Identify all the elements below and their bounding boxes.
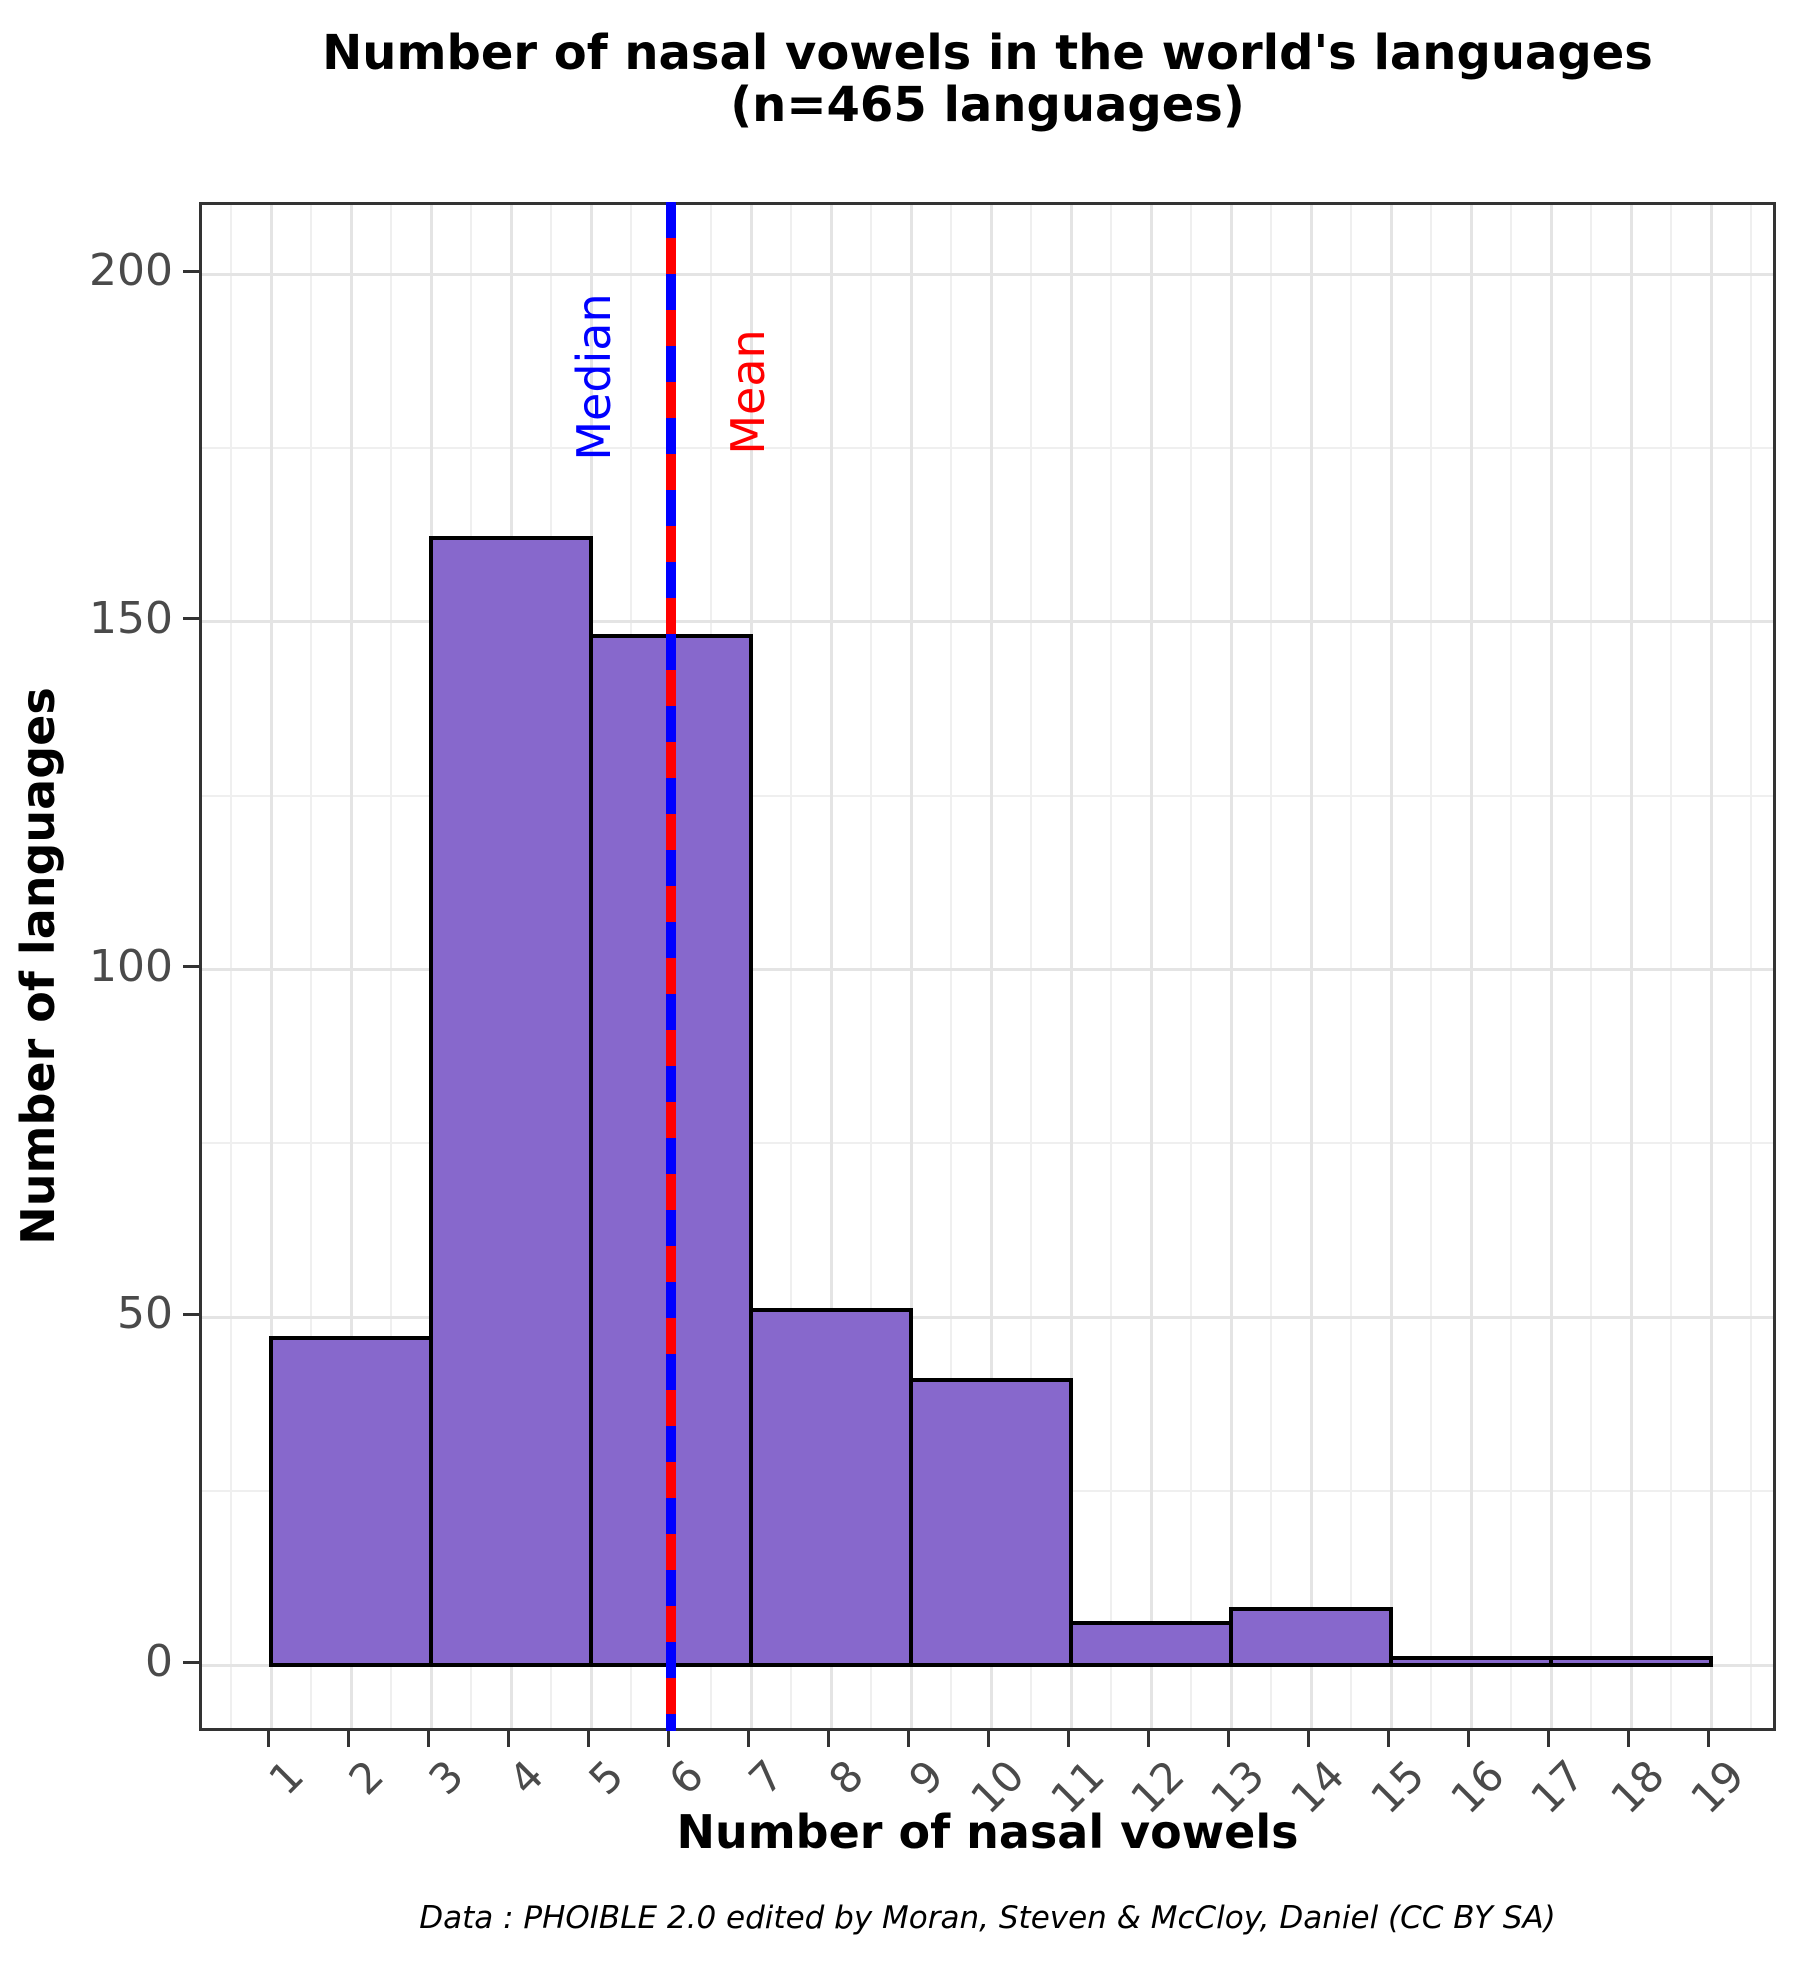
x-tick-mark xyxy=(346,1731,350,1747)
y-tick-label: 150 xyxy=(89,592,173,644)
x-tick-mark xyxy=(586,1731,590,1747)
grid-major-v xyxy=(1149,205,1153,1728)
y-tick-label: 200 xyxy=(89,245,173,296)
grid-minor-v xyxy=(1110,205,1112,1728)
x-tick-label: 9 xyxy=(899,1750,954,1805)
grid-major-v xyxy=(1709,205,1713,1728)
grid-major-h xyxy=(202,272,1773,276)
histogram-bar xyxy=(1389,1656,1553,1667)
x-tick-label: 4 xyxy=(499,1750,554,1805)
x-tick-mark xyxy=(746,1731,750,1747)
x-tick-label: 2 xyxy=(339,1750,394,1805)
x-axis-title: Number of nasal vowels xyxy=(676,1805,1299,1859)
x-tick-label: 7 xyxy=(739,1750,794,1805)
y-tick-label: 50 xyxy=(117,1288,173,1340)
grid-minor-h xyxy=(202,794,1773,797)
histogram-bar xyxy=(909,1377,1073,1667)
grid-major-h xyxy=(202,968,1773,971)
grid-minor-v xyxy=(1750,205,1752,1728)
y-tick-label: 100 xyxy=(89,940,173,992)
y-tick-mark xyxy=(183,1660,199,1664)
x-tick-label: 8 xyxy=(819,1750,874,1805)
grid-major-v xyxy=(1389,205,1393,1728)
histogram-bar xyxy=(1549,1656,1713,1667)
x-tick-mark xyxy=(1466,1731,1470,1747)
grid-minor-v xyxy=(1270,205,1272,1728)
y-tick-mark xyxy=(183,617,199,621)
grid-major-v xyxy=(1229,205,1233,1728)
y-tick-mark xyxy=(183,965,199,968)
x-tick-mark xyxy=(506,1731,510,1747)
y-axis-title: Number of languages xyxy=(11,687,65,1245)
grid-minor-h xyxy=(202,446,1773,449)
grid-minor-v xyxy=(790,205,792,1728)
grid-minor-v xyxy=(1670,205,1672,1728)
grid-major-v xyxy=(989,205,993,1728)
histogram-bar xyxy=(1229,1607,1393,1667)
x-tick-mark xyxy=(666,1731,670,1747)
x-tick-label: 3 xyxy=(419,1750,474,1805)
grid-major-v xyxy=(1629,205,1633,1728)
median-label: Median xyxy=(567,293,621,461)
grid-major-v xyxy=(829,205,833,1728)
x-tick-mark xyxy=(906,1731,910,1747)
x-tick-label: 5 xyxy=(579,1750,634,1805)
x-tick-mark xyxy=(1626,1731,1630,1747)
caption: Data : PHOIBLE 2.0 edited by Moran, Stev… xyxy=(419,1900,1556,1936)
grid-minor-v xyxy=(230,205,232,1728)
plot-panel xyxy=(199,202,1776,1731)
x-tick-label: 1 xyxy=(259,1750,314,1805)
grid-major-v xyxy=(1069,205,1073,1728)
median-mean-line xyxy=(666,202,676,1731)
x-tick-mark xyxy=(1306,1731,1310,1747)
histogram-bar xyxy=(1069,1621,1233,1667)
mean-label: Mean xyxy=(721,329,775,455)
grid-major-h xyxy=(202,620,1773,624)
x-tick-mark xyxy=(1706,1731,1710,1747)
grid-minor-v xyxy=(1030,205,1032,1728)
grid-major-v xyxy=(1309,205,1313,1728)
grid-major-v xyxy=(909,205,913,1728)
x-tick-mark xyxy=(426,1731,430,1747)
grid-major-v xyxy=(1549,205,1553,1728)
grid-major-v xyxy=(1469,205,1473,1728)
x-tick-mark xyxy=(266,1731,270,1747)
x-tick-mark xyxy=(1226,1731,1230,1747)
x-tick-mark xyxy=(1146,1731,1150,1747)
x-tick-mark xyxy=(986,1731,990,1747)
histogram-bar xyxy=(269,1336,433,1667)
histogram-bar xyxy=(429,536,593,1667)
grid-minor-v xyxy=(1430,205,1432,1728)
grid-major-v xyxy=(349,205,353,1728)
x-tick-mark xyxy=(1546,1731,1550,1747)
x-tick-mark xyxy=(1386,1731,1390,1747)
grid-minor-h xyxy=(202,1142,1773,1145)
grid-major-v xyxy=(269,205,273,1728)
grid-minor-v xyxy=(950,205,952,1728)
chart-subtitle: (n=465 languages) xyxy=(730,77,1245,133)
chart-title: Number of nasal vowels in the world's la… xyxy=(322,25,1653,81)
grid-major-h xyxy=(202,1315,1773,1319)
grid-minor-v xyxy=(1510,205,1512,1728)
x-tick-label: 6 xyxy=(659,1750,714,1805)
histogram-bar xyxy=(749,1308,913,1667)
x-tick-mark xyxy=(826,1731,830,1747)
grid-minor-v xyxy=(1590,205,1592,1728)
y-tick-label: 0 xyxy=(145,1636,173,1687)
grid-minor-v xyxy=(1190,205,1192,1728)
x-tick-mark xyxy=(1066,1731,1070,1747)
grid-minor-v xyxy=(870,205,872,1728)
grid-minor-v xyxy=(310,205,312,1728)
y-tick-mark xyxy=(183,269,199,273)
y-tick-mark xyxy=(183,1312,199,1316)
grid-minor-v xyxy=(390,205,392,1728)
grid-minor-v xyxy=(1350,205,1352,1728)
